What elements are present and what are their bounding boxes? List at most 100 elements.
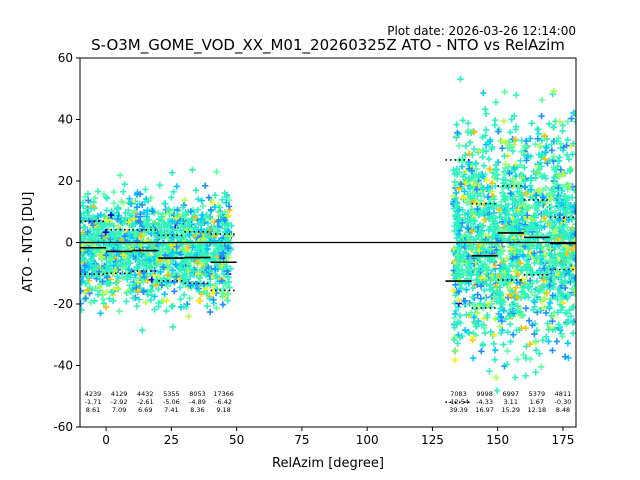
scatter-point (487, 277, 495, 284)
scatter-point (185, 243, 192, 251)
scatter-point (498, 137, 506, 145)
scatter-point (559, 333, 566, 340)
scatter-point (479, 153, 486, 161)
scatter-point (562, 247, 570, 255)
scatter-point (85, 217, 93, 225)
scatter-point (508, 116, 515, 123)
bin-count-label: 4239 (85, 390, 102, 398)
scatter-point (103, 262, 111, 270)
scatter-point (102, 303, 110, 311)
scatter-point (568, 285, 576, 292)
scatter-point (452, 200, 460, 207)
scatter-point (87, 252, 94, 259)
scatter-point (106, 220, 113, 228)
scatter-point (141, 253, 149, 260)
scatter-point (543, 192, 550, 199)
scatter-point (532, 339, 539, 346)
scatter-point (145, 216, 152, 223)
scatter-point (486, 166, 494, 173)
scatter-point (491, 356, 498, 363)
scatter-point (536, 306, 543, 314)
bin-mean-label: -5.06 (163, 398, 180, 406)
scatter-point (117, 240, 124, 248)
scatter-point (566, 182, 573, 189)
scatter-point (540, 283, 548, 290)
scatter-point (550, 280, 557, 288)
scatter-point (504, 266, 511, 273)
scatter-point (100, 300, 108, 307)
scatter-point (110, 188, 118, 196)
scatter-point (190, 267, 197, 275)
scatter-point (538, 173, 546, 181)
scatter-point (528, 176, 535, 184)
scatter-point (537, 287, 544, 294)
scatter-point (500, 190, 507, 197)
scatter-point (80, 224, 87, 231)
scatter-point (464, 238, 472, 245)
scatter-point (491, 347, 499, 354)
scatter-point (484, 184, 491, 191)
scatter-point (91, 297, 98, 305)
scatter-point (453, 165, 461, 173)
scatter-point (104, 242, 111, 249)
scatter-point (520, 351, 527, 358)
scatter-point (169, 217, 176, 225)
scatter-point (113, 251, 121, 258)
scatter-point (131, 271, 139, 279)
scatter-point (488, 145, 495, 153)
scatter-point (81, 193, 89, 201)
scatter-point (530, 306, 537, 313)
scatter-point (465, 150, 473, 157)
x-tick-label: 50 (229, 433, 244, 447)
scatter-point (467, 258, 474, 265)
scatter-point (451, 348, 458, 355)
scatter-point (560, 192, 568, 200)
scatter-point (139, 261, 146, 268)
scatter-point (531, 259, 538, 267)
scatter-point (493, 298, 501, 305)
scatter-point (546, 212, 553, 219)
scatter-point (451, 222, 458, 230)
scatter-point (537, 363, 545, 370)
scatter-point (459, 117, 466, 124)
scatter-point (564, 118, 571, 125)
scatter-point (468, 167, 476, 174)
scatter-point (549, 347, 556, 354)
scatter-point (518, 174, 525, 181)
scatter-point (151, 306, 158, 313)
scatter-point (484, 263, 491, 270)
scatter-point (550, 164, 558, 171)
scatter-point (548, 312, 555, 320)
scatter-point (477, 197, 485, 204)
scatter-point (110, 247, 117, 254)
scatter-point (536, 187, 543, 194)
scatter-point (452, 182, 459, 189)
scatter-point (84, 190, 92, 198)
scatter-point (531, 250, 538, 257)
scatter-point (462, 142, 470, 150)
scatter-point (108, 289, 116, 296)
scatter-point (192, 228, 199, 235)
scatter-point (172, 261, 179, 268)
scatter-point (146, 264, 154, 272)
scatter-point (133, 303, 141, 310)
scatter-point (218, 277, 226, 285)
scatter-point (114, 222, 122, 230)
scatter-point (522, 205, 529, 212)
y-tick-label: -60 (53, 420, 73, 434)
scatter-point (199, 234, 207, 242)
scatter-point (477, 282, 485, 290)
scatter-point (174, 274, 181, 281)
scatter-point (101, 269, 109, 276)
scatter-point (532, 171, 540, 178)
scatter-point (127, 288, 135, 295)
plot-date-label: Plot date: 2026-03-26 12:14:00 (387, 24, 576, 38)
scatter-point (209, 199, 216, 206)
scatter-point (456, 142, 463, 149)
scatter-point (526, 283, 534, 290)
scatter-point (201, 270, 209, 278)
scatter-point (555, 204, 563, 211)
scatter-point (496, 206, 503, 213)
bin-count-label: 5355 (163, 390, 180, 398)
scatter-point (92, 284, 99, 292)
